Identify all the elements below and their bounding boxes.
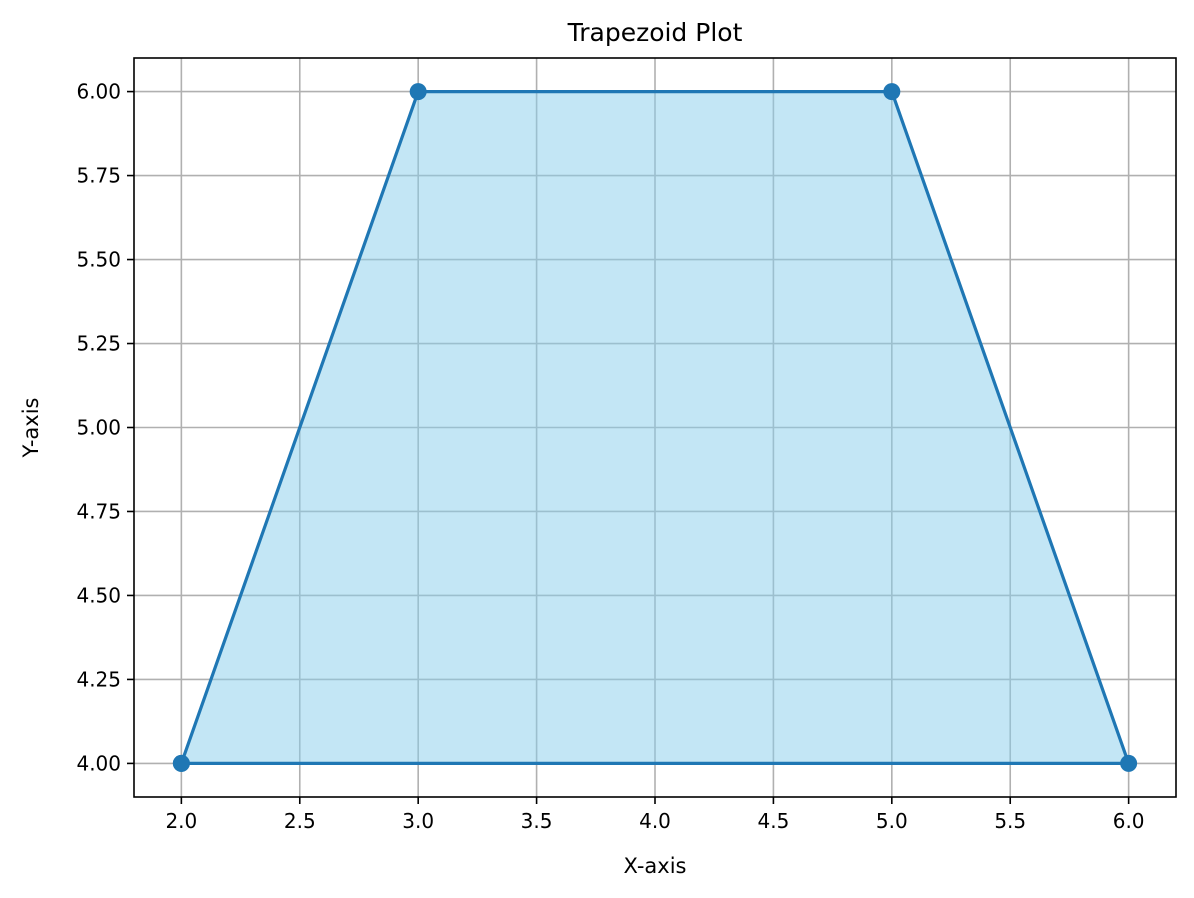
y-axis-label: Y-axis bbox=[19, 398, 43, 459]
chart-title: Trapezoid Plot bbox=[567, 18, 743, 47]
x-axis-ticks: 2.0 2.5 3.0 3.5 4.0 4.5 5.0 5.5 6.0 bbox=[165, 797, 1145, 833]
y-tick-label: 4.00 bbox=[76, 751, 121, 775]
data-point bbox=[1120, 754, 1138, 772]
fill-area bbox=[181, 91, 1129, 764]
x-tick-label: 2.0 bbox=[165, 809, 197, 833]
y-tick-label: 6.00 bbox=[76, 80, 121, 104]
y-tick-label: 4.25 bbox=[76, 667, 121, 691]
x-axis-label: X-axis bbox=[624, 854, 687, 878]
data-point bbox=[883, 83, 901, 101]
y-tick-label: 5.75 bbox=[76, 164, 121, 188]
series-markers bbox=[172, 83, 1138, 772]
x-tick-label: 5.5 bbox=[994, 809, 1026, 833]
y-tick-label: 5.50 bbox=[76, 248, 121, 272]
y-tick-label: 4.50 bbox=[76, 583, 121, 607]
data-point bbox=[409, 83, 427, 101]
y-axis-ticks: 4.00 4.25 4.50 4.75 5.00 5.25 5.50 5.75 6.00 bbox=[76, 80, 134, 775]
x-tick-label: 4.5 bbox=[758, 809, 790, 833]
x-tick-label: 3.5 bbox=[521, 809, 553, 833]
x-tick-label: 2.5 bbox=[284, 809, 316, 833]
x-tick-label: 4.0 bbox=[639, 809, 671, 833]
data-point bbox=[172, 754, 190, 772]
y-tick-label: 5.25 bbox=[76, 332, 121, 356]
trapezoid-fill bbox=[181, 91, 1129, 764]
x-tick-label: 3.0 bbox=[402, 809, 434, 833]
x-tick-label: 6.0 bbox=[1113, 809, 1145, 833]
y-tick-label: 5.00 bbox=[76, 416, 121, 440]
y-tick-label: 4.75 bbox=[76, 499, 121, 523]
x-tick-label: 5.0 bbox=[876, 809, 908, 833]
